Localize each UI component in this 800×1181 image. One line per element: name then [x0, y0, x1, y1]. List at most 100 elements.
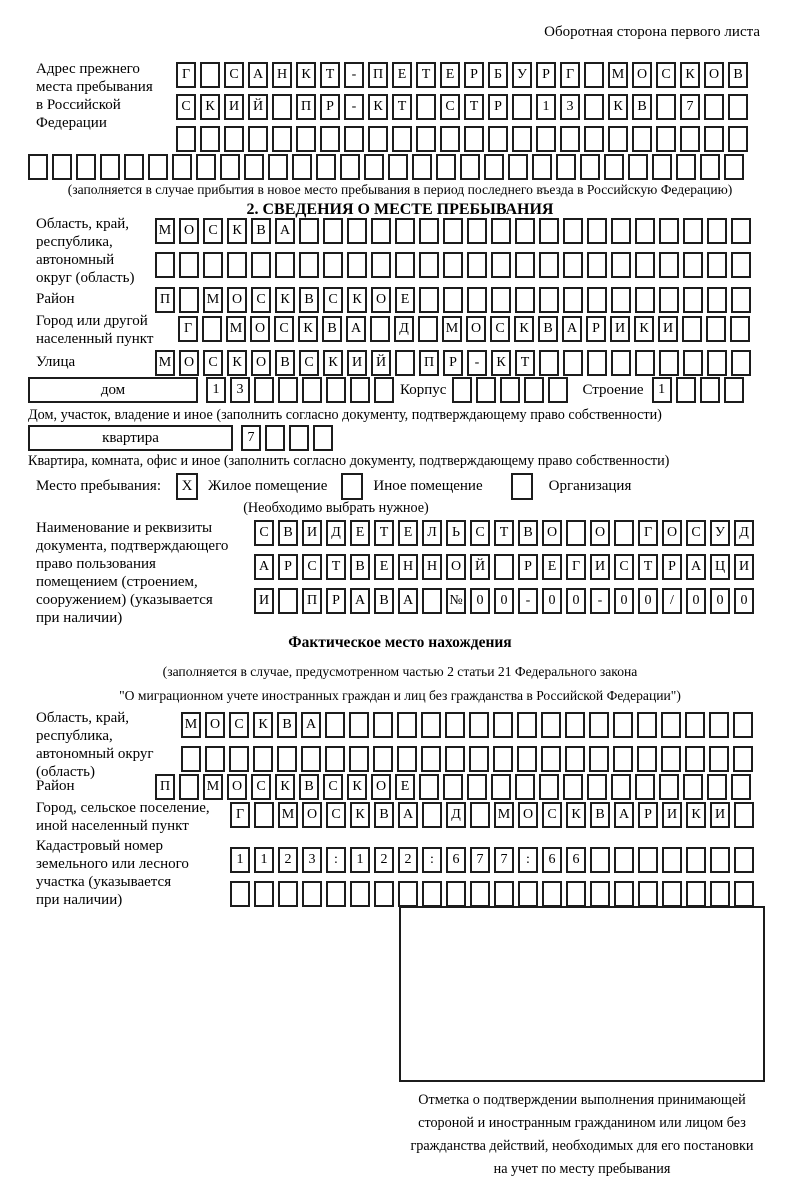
char-cell[interactable]: 0 [734, 588, 754, 614]
char-cell[interactable] [730, 316, 750, 342]
char-cell[interactable]: Д [394, 316, 414, 342]
char-cell[interactable]: И [710, 802, 730, 828]
char-cell[interactable]: Г [566, 554, 586, 580]
char-cell[interactable]: А [275, 218, 295, 244]
char-cell[interactable] [661, 746, 681, 772]
char-cell[interactable] [350, 377, 370, 403]
char-cell[interactable] [416, 126, 436, 152]
char-cell[interactable] [539, 350, 559, 376]
char-cell[interactable] [635, 252, 655, 278]
char-cell[interactable] [710, 881, 730, 907]
char-cell[interactable]: Р [586, 316, 606, 342]
char-cell[interactable] [347, 252, 367, 278]
char-cell[interactable]: И [734, 554, 754, 580]
char-cell[interactable] [566, 881, 586, 907]
char-cell[interactable] [566, 520, 586, 546]
char-cell[interactable]: 2 [374, 847, 394, 873]
char-cell[interactable] [491, 218, 511, 244]
char-cell[interactable] [289, 425, 309, 451]
char-cell[interactable]: К [347, 774, 367, 800]
char-cell[interactable]: С [440, 94, 460, 120]
char-cell[interactable] [436, 154, 456, 180]
char-cell[interactable]: С [299, 350, 319, 376]
char-cell[interactable] [707, 350, 727, 376]
char-cell[interactable]: К [686, 802, 706, 828]
char-cell[interactable] [611, 252, 631, 278]
char-cell[interactable]: П [419, 350, 439, 376]
char-cell[interactable] [707, 252, 727, 278]
char-cell[interactable] [494, 554, 514, 580]
char-cell[interactable]: К [566, 802, 586, 828]
char-cell[interactable] [388, 154, 408, 180]
char-cell[interactable]: К [227, 218, 247, 244]
char-cell[interactable]: А [398, 588, 418, 614]
char-cell[interactable] [440, 126, 460, 152]
char-cell[interactable] [446, 881, 466, 907]
char-cell[interactable]: В [278, 520, 298, 546]
char-cell[interactable] [422, 588, 442, 614]
char-cell[interactable] [370, 316, 390, 342]
char-cell[interactable]: Р [320, 94, 340, 120]
char-cell[interactable] [469, 746, 489, 772]
char-cell[interactable] [587, 252, 607, 278]
char-cell[interactable] [467, 218, 487, 244]
char-cell[interactable]: О [662, 520, 682, 546]
char-cell[interactable]: Р [326, 588, 346, 614]
char-cell[interactable] [445, 746, 465, 772]
char-cell[interactable]: К [275, 774, 295, 800]
char-cell[interactable] [731, 774, 751, 800]
char-cell[interactable]: Т [320, 62, 340, 88]
char-cell[interactable] [686, 847, 706, 873]
char-cell[interactable]: 3 [302, 847, 322, 873]
char-cell[interactable] [347, 218, 367, 244]
char-cell[interactable] [176, 126, 196, 152]
char-cell[interactable] [709, 746, 729, 772]
char-cell[interactable] [613, 712, 633, 738]
char-cell[interactable] [251, 252, 271, 278]
char-cell[interactable] [220, 154, 240, 180]
char-cell[interactable]: Д [326, 520, 346, 546]
char-cell[interactable]: М [442, 316, 462, 342]
char-cell[interactable]: 1 [230, 847, 250, 873]
char-cell[interactable] [731, 252, 751, 278]
char-cell[interactable]: М [203, 774, 223, 800]
char-cell[interactable] [676, 154, 696, 180]
char-cell[interactable] [611, 218, 631, 244]
char-cell[interactable]: В [299, 774, 319, 800]
char-cell[interactable]: № [446, 588, 466, 614]
char-cell[interactable]: - [344, 94, 364, 120]
char-cell[interactable] [587, 218, 607, 244]
char-cell[interactable] [635, 218, 655, 244]
char-cell[interactable] [541, 712, 561, 738]
char-cell[interactable] [301, 746, 321, 772]
char-cell[interactable]: С [229, 712, 249, 738]
char-cell[interactable]: В [322, 316, 342, 342]
char-cell[interactable]: Р [662, 554, 682, 580]
char-cell[interactable] [731, 350, 751, 376]
char-cell[interactable]: Г [178, 316, 198, 342]
char-cell[interactable] [419, 252, 439, 278]
char-cell[interactable]: А [346, 316, 366, 342]
char-cell[interactable]: Р [278, 554, 298, 580]
char-cell[interactable]: Е [395, 774, 415, 800]
char-cell[interactable] [229, 746, 249, 772]
char-cell[interactable]: К [200, 94, 220, 120]
char-cell[interactable]: 0 [638, 588, 658, 614]
char-cell[interactable] [637, 712, 657, 738]
char-cell[interactable]: П [302, 588, 322, 614]
char-cell[interactable] [275, 252, 295, 278]
char-cell[interactable] [704, 126, 724, 152]
char-cell[interactable]: У [512, 62, 532, 88]
char-cell[interactable]: О [227, 287, 247, 313]
char-cell[interactable] [452, 377, 473, 403]
char-cell[interactable]: 1 [536, 94, 556, 120]
char-cell[interactable] [614, 847, 634, 873]
char-cell[interactable]: В [538, 316, 558, 342]
char-cell[interactable]: К [275, 287, 295, 313]
char-cell[interactable] [512, 126, 532, 152]
char-cell[interactable] [416, 94, 436, 120]
char-cell[interactable] [707, 287, 727, 313]
char-cell[interactable] [421, 746, 441, 772]
char-cell[interactable] [398, 881, 418, 907]
char-cell[interactable] [302, 881, 322, 907]
